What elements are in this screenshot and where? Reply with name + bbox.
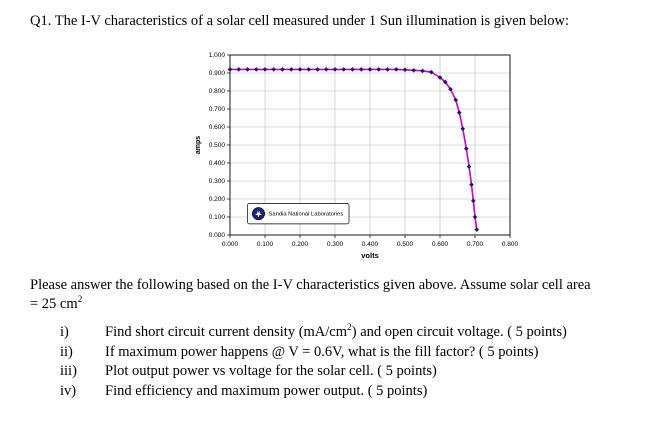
iv-chart: 0.000 0.100 0.200 0.300 0.400 0.500 0.600 0.700…	[195, 52, 519, 260]
data-point-marker	[271, 67, 277, 72]
data-point-marker	[472, 214, 478, 220]
data-point-marker	[402, 67, 408, 73]
y-axis-title: amps	[195, 136, 202, 154]
data-point-marker	[306, 67, 312, 72]
question-label: ii)	[60, 343, 73, 360]
data-point-marker	[428, 69, 434, 75]
data-point-marker	[420, 68, 425, 74]
y-axis-tick-label: 0.900	[209, 70, 226, 77]
question-item: i) Find short circuit current density (m…	[60, 323, 660, 344]
x-axis-tick-label: 0.100	[257, 241, 274, 248]
question-title: Q1. The I-V characteristics of a solar c…	[30, 13, 570, 29]
y-axis-tick-label: 0.200	[209, 196, 226, 203]
legend-box	[247, 203, 350, 225]
data-point-marker	[315, 67, 320, 72]
question-text-main: Plot output power vs voltage for the sol…	[105, 363, 437, 379]
question-text-main: If maximum power happens @ V = 0.6V, wha…	[105, 343, 539, 360]
data-point-marker	[376, 67, 382, 72]
x-axis-tick-label: 0.600	[432, 241, 449, 248]
iv-chart-figure: 0.000 0.100 0.200 0.300 0.400 0.500 0.600 0.700…	[188, 40, 528, 262]
x-axis-title: volts	[361, 251, 379, 260]
data-point-marker	[466, 164, 472, 169]
question-item: iv) Find efficiency and maximum power ou…	[60, 383, 660, 403]
question-text: Plot output power vs voltage for the sol…	[105, 363, 437, 380]
x-axis-tick-label: 0.800	[502, 241, 519, 248]
data-point-marker	[367, 67, 373, 72]
y-axis-tick-label: 1.000	[209, 52, 226, 59]
question-list: i) Find short circuit current density (m…	[60, 323, 660, 403]
data-point-marker	[280, 67, 285, 72]
x-axis-tick-label: 0.300	[327, 241, 344, 248]
y-axis-tick-label: 0.000	[209, 232, 226, 239]
data-point-marker	[469, 182, 474, 187]
data-point-marker	[262, 67, 268, 72]
question-label: iv)	[60, 382, 77, 399]
x-axis-tick-label: 0.400	[362, 241, 379, 248]
question-text-main: Find short circuit current density (mA/c…	[105, 324, 348, 340]
data-point-marker	[297, 67, 303, 72]
data-point-marker	[245, 67, 250, 72]
y-axis-tick-label: 0.700	[209, 106, 226, 113]
data-point-marker	[393, 67, 399, 72]
data-point-marker	[350, 67, 355, 72]
data-point-marker	[236, 67, 242, 72]
data-point-marker	[411, 67, 417, 73]
data-point-marker	[456, 110, 462, 115]
question-text-post: ) and open circuit voltage. ( 5 points)	[351, 324, 567, 340]
data-point-marker	[323, 67, 329, 72]
y-axis-tick-label: 0.500	[209, 142, 226, 149]
question-text: If maximum power happens @ V = 0.6V, wha…	[105, 344, 539, 361]
data-point-marker	[442, 79, 448, 85]
data-point-marker	[470, 198, 476, 204]
data-point-marker	[437, 75, 443, 80]
question-item: iii) Plot output power vs voltage for th…	[60, 363, 660, 383]
data-point-marker	[227, 67, 233, 72]
y-axis-tick-label: 0.600	[209, 124, 226, 131]
data-point-marker	[448, 86, 453, 92]
y-axis-tick-label: 0.300	[209, 178, 226, 185]
x-axis-tick-label: 0.700	[467, 241, 484, 248]
sandia-logo-bird	[255, 210, 262, 218]
question-label: iii)	[60, 363, 77, 379]
question-text-main: Find efficiency and maximum power output…	[105, 382, 428, 399]
data-point-marker	[332, 67, 338, 72]
question-text-sup: 2	[347, 323, 352, 334]
data-point-marker	[385, 67, 390, 72]
prompt-superscript: 2	[77, 295, 83, 306]
x-axis-tick-label: 0.000	[222, 241, 239, 248]
y-axis-tick-label: 0.800	[209, 88, 226, 95]
prompt-paragraph: Please answer the following based on the…	[30, 276, 658, 314]
prompt-line2: = 25 cm	[30, 296, 78, 312]
data-point-marker	[463, 146, 469, 151]
prompt-line1: Please answer the following based on the…	[30, 277, 591, 293]
data-point-marker	[341, 67, 347, 72]
data-point-marker	[474, 227, 480, 232]
data-point-marker	[253, 67, 259, 72]
question-text: Find efficiency and maximum power output…	[105, 383, 427, 400]
y-axis-tick-label: 0.400	[209, 160, 226, 167]
legend-label: Sandia National Laboratories	[269, 212, 344, 218]
question-label: i)	[60, 324, 69, 340]
x-axis-tick-label: 0.200	[292, 241, 309, 248]
data-point-marker	[453, 97, 459, 103]
question-text: Find short circuit current density (mA/c…	[105, 323, 567, 341]
data-point-marker	[288, 67, 294, 72]
y-axis-tick-label: 0.100	[209, 214, 226, 221]
data-point-marker	[460, 126, 466, 132]
question-item: ii) If maximum power happens @ V = 0.6V,…	[60, 344, 660, 364]
data-point-marker	[358, 67, 364, 72]
x-axis-tick-label: 0.500	[397, 241, 414, 248]
